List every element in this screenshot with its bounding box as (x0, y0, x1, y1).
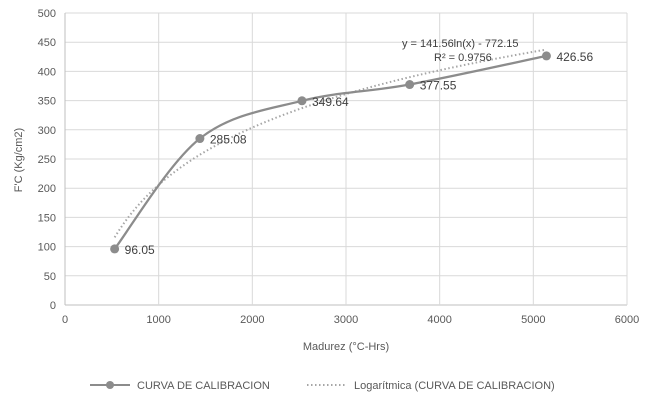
data-point-marker (110, 244, 120, 254)
y-tick-label: 450 (38, 37, 56, 49)
x-tick-label: 6000 (615, 314, 639, 326)
y-tick-label: 350 (38, 96, 56, 108)
series-layer (110, 51, 551, 254)
x-tick-label: 4000 (427, 314, 451, 326)
data-point-marker (405, 80, 415, 90)
x-tick-label: 1000 (146, 314, 170, 326)
trend-r-squared: R² = 0.9756 (434, 52, 492, 64)
x-axis-title: Madurez (°C-Hrs) (303, 341, 389, 353)
log-trendline (113, 48, 547, 238)
legend-series-label: CURVA DE CALIBRACION (137, 380, 270, 392)
x-tick-label: 3000 (334, 314, 358, 326)
y-axis-title: F'C (Kg/cm2) (13, 128, 25, 192)
y-tick-label: 0 (50, 300, 56, 312)
x-tick-label: 5000 (521, 314, 545, 326)
data-point-label: 377.55 (420, 79, 457, 93)
y-tick-label: 50 (44, 271, 56, 283)
data-point-marker (297, 96, 307, 106)
data-point-label: 426.56 (556, 50, 593, 64)
y-tick-label: 150 (38, 212, 56, 224)
y-tick-label: 400 (38, 66, 56, 78)
x-tick-label: 2000 (240, 314, 264, 326)
legend-series-marker (106, 381, 114, 389)
calibration-curve-line (113, 54, 547, 250)
data-point-label: 96.05 (125, 243, 155, 257)
y-tick-label: 200 (38, 183, 56, 195)
y-tick-label: 250 (38, 154, 56, 166)
y-tick-label: 500 (38, 8, 56, 20)
trendline-layer (113, 48, 547, 238)
x-tick-label: 0 (62, 314, 68, 326)
data-labels: 96.05 285.08 349.64 377.55 426.56 (125, 50, 594, 257)
legend-trend-label: Logarítmica (CURVA DE CALIBRACION) (354, 380, 555, 392)
y-tick-label: 100 (38, 242, 56, 254)
data-point-marker (541, 51, 551, 61)
y-tick-label: 300 (38, 125, 56, 137)
data-point-label: 349.64 (312, 95, 349, 109)
grid-lines (64, 12, 628, 306)
data-point-marker (195, 134, 205, 144)
trend-equation: y = 141.56ln(x) - 772.15 (402, 38, 519, 50)
legend: CURVA DE CALIBRACION Logarítmica (CURVA … (90, 380, 555, 392)
data-point-label: 285.08 (210, 133, 247, 147)
